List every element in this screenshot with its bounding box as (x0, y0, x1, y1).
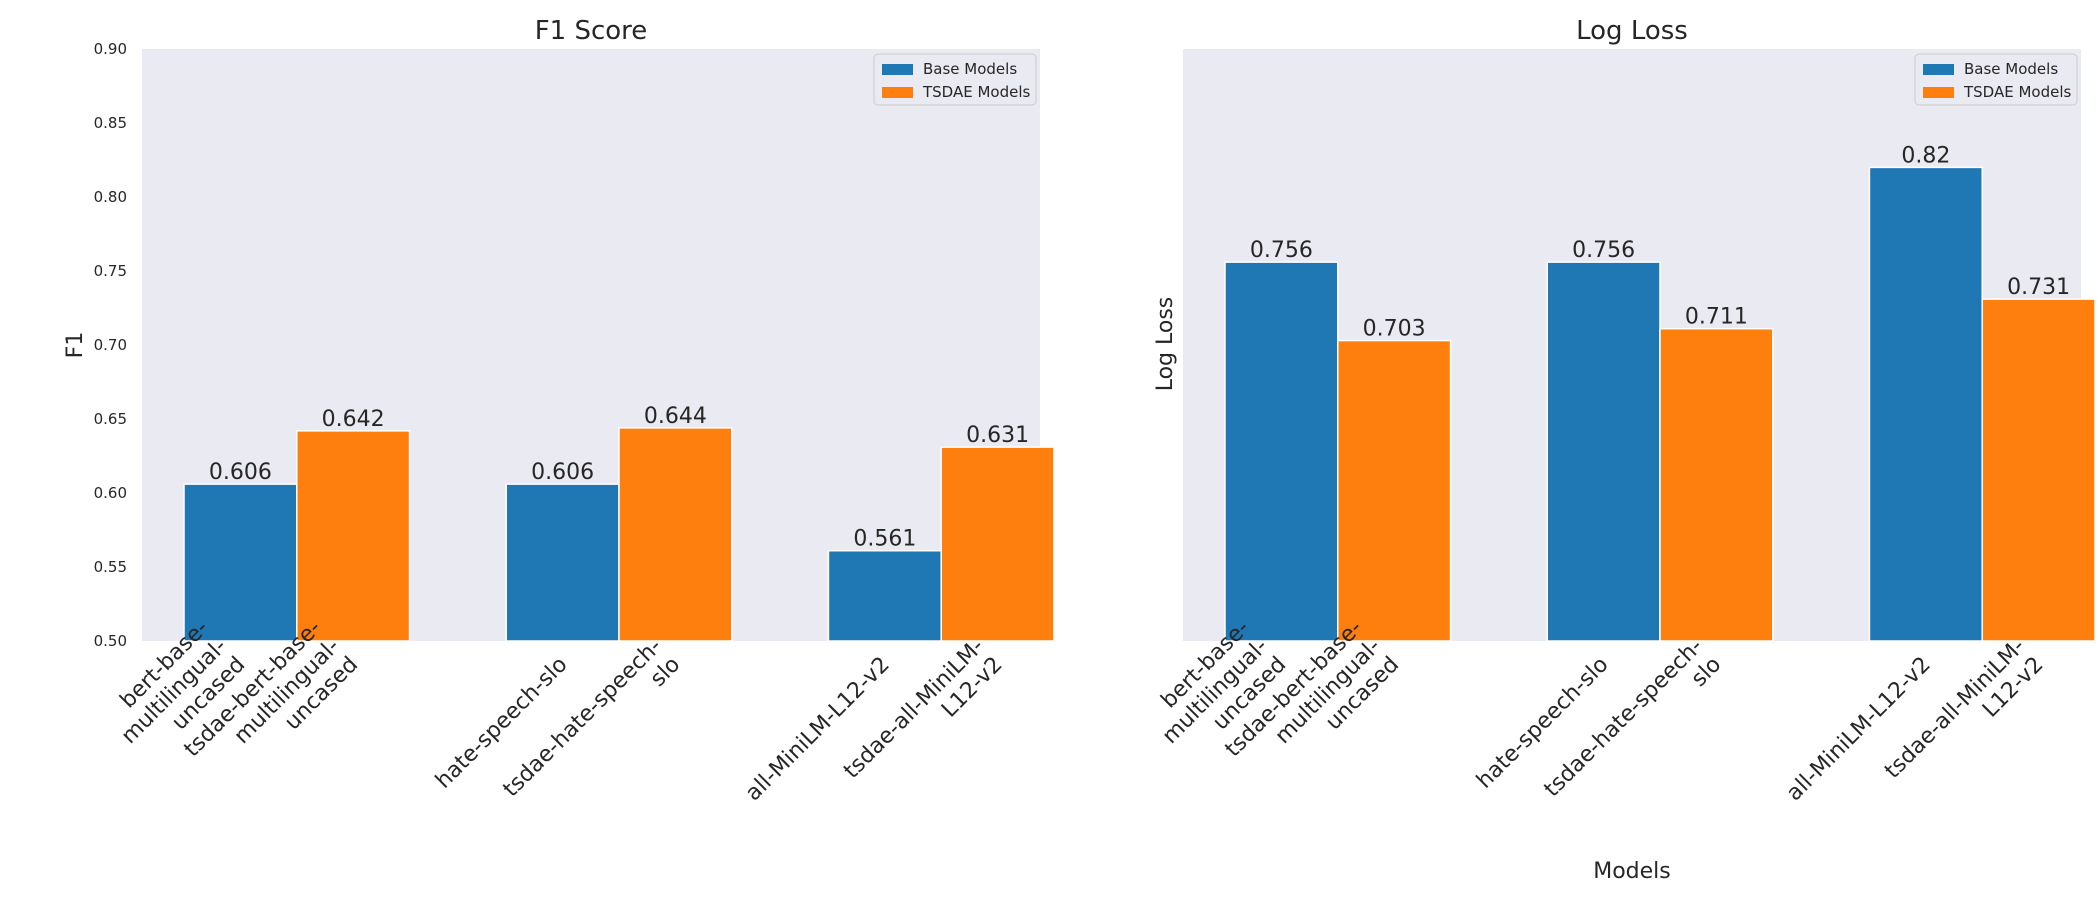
y-tick-label: 0.75 (94, 262, 127, 280)
data-label: 0.631 (966, 423, 1029, 448)
data-label: 0.644 (644, 404, 707, 429)
bar-tsdae-model[interactable] (296, 430, 411, 642)
y-tick-label: 0.50 (94, 632, 127, 650)
chart-title: Log Loss (1576, 16, 1688, 46)
data-label: 0.711 (1685, 305, 1748, 330)
legend: Base Models TSDAE Models (873, 53, 1037, 106)
bar-tsdae-model[interactable] (940, 446, 1055, 642)
legend: Base Models TSDAE Models (1914, 53, 2078, 106)
bar-tsdae-model[interactable] (618, 427, 733, 642)
bar-base-model[interactable] (505, 483, 620, 642)
data-label: 0.606 (209, 460, 272, 485)
bar-base-model[interactable] (827, 549, 942, 642)
y-tick-label: 0.85 (94, 114, 127, 132)
y-tick-label: 0.80 (94, 188, 127, 206)
legend-swatch-base (1923, 64, 1954, 75)
bar-tsdae-model[interactable] (1659, 327, 1774, 642)
y-tick-label: 0.70 (94, 336, 127, 354)
y-tick-label: 0.60 (94, 484, 127, 502)
bar-base-model[interactable] (1868, 166, 1983, 642)
y-tick-label: 0.65 (94, 410, 127, 428)
bar-base-model[interactable] (183, 483, 298, 642)
legend-box (873, 53, 1037, 106)
y-tick-label: 0.55 (94, 558, 127, 576)
data-label: 0.561 (853, 527, 916, 552)
x-axis-label: Models (1593, 859, 1671, 884)
legend-label: Base Models (1964, 60, 2058, 78)
bar-base-model[interactable] (1546, 261, 1661, 642)
bar-base-model[interactable] (1224, 261, 1339, 642)
data-label: 0.756 (1572, 238, 1635, 263)
legend-swatch-base (882, 64, 913, 75)
data-label: 0.756 (1250, 238, 1313, 263)
y-axis-label: Log Loss (1153, 297, 1178, 392)
data-label: 0.703 (1363, 317, 1426, 342)
data-label: 0.642 (322, 407, 385, 432)
legend-swatch-tsdae (882, 87, 913, 98)
legend-label: Base Models (923, 60, 1017, 78)
y-axis-label: F1 (63, 332, 88, 359)
chart-title: F1 Score (535, 16, 648, 46)
y-tick-label: 0.90 (94, 40, 127, 58)
bar-tsdae-model[interactable] (1337, 339, 1452, 642)
legend-box (1914, 53, 2078, 106)
bar-tsdae-model[interactable] (1981, 298, 2096, 642)
legend-swatch-tsdae (1923, 87, 1954, 98)
legend-label: TSDAE Models (1963, 83, 2072, 101)
data-label: 0.731 (2007, 275, 2070, 300)
data-label: 0.82 (1901, 143, 1950, 168)
data-label: 0.606 (531, 460, 594, 485)
legend-label: TSDAE Models (922, 83, 1031, 101)
